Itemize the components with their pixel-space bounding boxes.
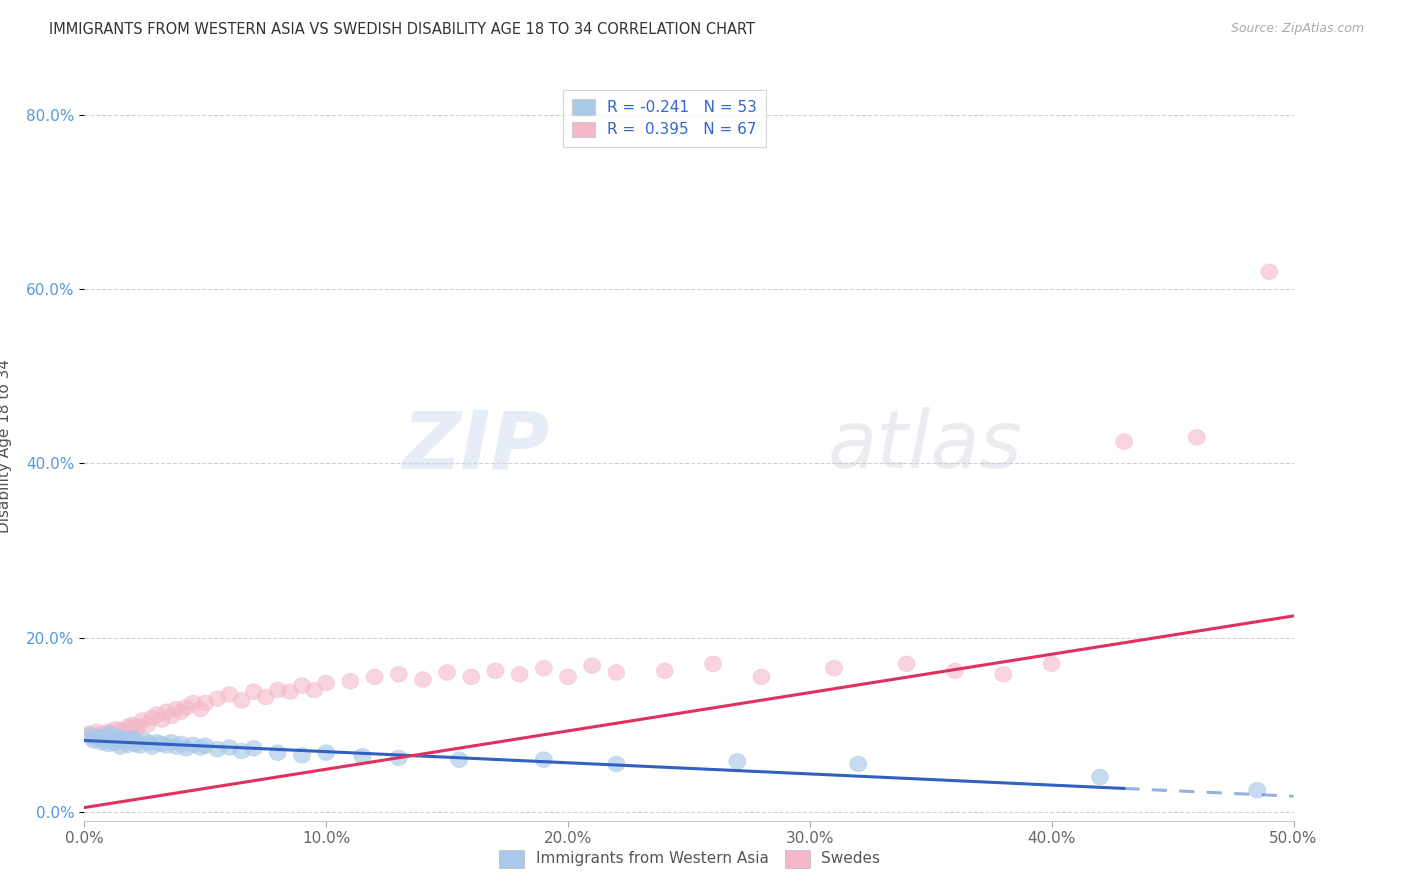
Legend: R = -0.241   N = 53, R =  0.395   N = 67: R = -0.241 N = 53, R = 0.395 N = 67 — [562, 90, 766, 146]
Text: atlas: atlas — [828, 407, 1022, 485]
Text: IMMIGRANTS FROM WESTERN ASIA VS SWEDISH DISABILITY AGE 18 TO 34 CORRELATION CHAR: IMMIGRANTS FROM WESTERN ASIA VS SWEDISH … — [49, 22, 755, 37]
Text: Immigrants from Western Asia: Immigrants from Western Asia — [536, 852, 769, 866]
Bar — [785, 850, 810, 868]
Y-axis label: Disability Age 18 to 34: Disability Age 18 to 34 — [0, 359, 13, 533]
Bar — [499, 850, 524, 868]
Text: ZIP: ZIP — [402, 407, 550, 485]
Text: Source: ZipAtlas.com: Source: ZipAtlas.com — [1230, 22, 1364, 36]
Text: Swedes: Swedes — [821, 852, 880, 866]
